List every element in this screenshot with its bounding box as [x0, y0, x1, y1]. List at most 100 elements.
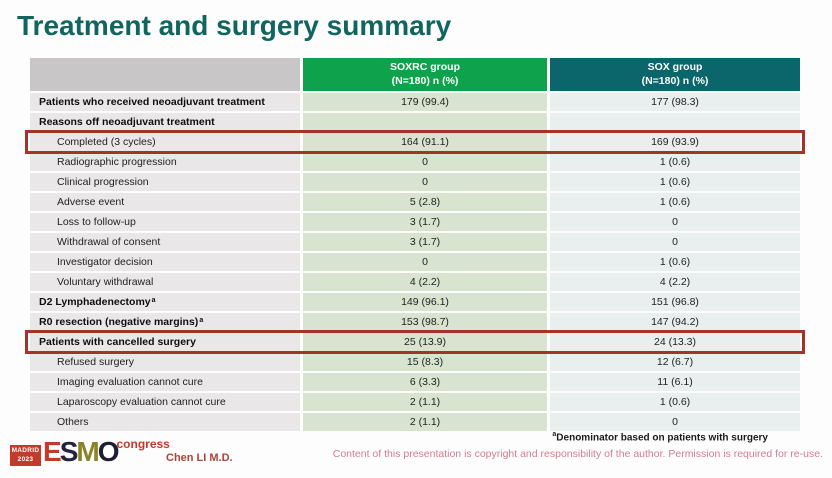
soxrc-value-cell: 2 (1.1): [303, 393, 547, 411]
sox-value-cell: 169 (93.9): [550, 133, 800, 151]
table-row: Others 2 (1.1) 0: [30, 413, 800, 431]
author-name: Chen LI M.D.: [166, 452, 233, 464]
madrid-2023-badge: MADRID 2023: [10, 445, 41, 466]
sox-value-cell: 1 (0.6): [550, 253, 800, 271]
logo-year: 2023: [17, 455, 34, 463]
summary-table: SOXRC group (N=180) n (%) SOX group (N=1…: [25, 58, 805, 431]
sox-value-cell: 24 (13.3): [550, 333, 800, 351]
soxrc-value-cell: 149 (96.1): [303, 293, 547, 311]
row-label-text: Completed (3 cycles): [57, 135, 156, 148]
soxrc-value-cell: 5 (2.8): [303, 193, 547, 211]
table-row: Imaging evaluation cannot cure 6 (3.3) 11 …: [30, 373, 800, 391]
row-label: R0 resection (negative margins) a: [30, 313, 300, 331]
table-row: Investigator decision 0 1 (0.6): [30, 253, 800, 271]
row-label-text: R0 resection (negative margins): [39, 315, 199, 328]
sox-value-cell: 177 (98.3): [550, 93, 800, 111]
footnote-marker: a: [552, 431, 557, 438]
row-label: Withdrawal of consent: [30, 233, 300, 251]
sox-value-cell: 1 (0.6): [550, 153, 800, 171]
row-label-text: Adverse event: [57, 195, 125, 208]
row-label-text: Others: [57, 415, 89, 428]
soxrc-value-cell: 6 (3.3): [303, 373, 547, 391]
sox-value-cell: 1 (0.6): [550, 173, 800, 191]
row-label: Investigator decision: [30, 253, 300, 271]
row-label: Refused surgery: [30, 353, 300, 371]
table-row: Patients who received neoadjuvant treatm…: [30, 93, 800, 111]
row-label-text: Refused surgery: [57, 355, 135, 368]
table-body: Patients who received neoadjuvant treatm…: [25, 93, 805, 431]
sox-value-cell: 4 (2.2): [550, 273, 800, 291]
row-label: Patients who received neoadjuvant treatm…: [30, 93, 300, 111]
esmo-letter-o: O: [97, 436, 120, 467]
row-label: Voluntary withdrawal: [30, 273, 300, 291]
footnote-text: Denominator based on patients with surge…: [556, 432, 768, 444]
soxrc-group-name: SOXRC group: [390, 60, 460, 73]
table-row: Refused surgery 15 (8.3) 12 (6.7): [30, 353, 800, 371]
table-row: Adverse event 5 (2.8) 1 (0.6): [30, 193, 800, 211]
row-label-text: Voluntary withdrawal: [57, 275, 154, 288]
esmo-wordmark: E S M O: [43, 436, 120, 467]
soxrc-value-cell: 4 (2.2): [303, 273, 547, 291]
sox-value-cell: 1 (0.6): [550, 393, 800, 411]
esmo-congress-logo: MADRID 2023 E S M O congress: [10, 436, 170, 474]
slide-title: Treatment and surgery summary: [17, 10, 452, 41]
soxrc-value-cell: 15 (8.3): [303, 353, 547, 371]
row-label: Others: [30, 413, 300, 431]
row-label: Completed (3 cycles): [30, 133, 300, 151]
soxrc-value-cell: 164 (91.1): [303, 133, 547, 151]
sox-value-cell: 0: [550, 213, 800, 231]
row-label-text: Reasons off neoadjuvant treatment: [39, 115, 215, 128]
sox-value-cell: 0: [550, 233, 800, 251]
table-row: Laparoscopy evaluation cannot cure 2 (1.1…: [30, 393, 800, 411]
row-label-text: Imaging evaluation cannot cure: [57, 375, 203, 388]
sox-group-name: SOX group: [647, 60, 703, 73]
row-label: Radiographic progression: [30, 153, 300, 171]
sox-group-sub: (N=180) n (%): [641, 74, 709, 87]
soxrc-value-cell: 3 (1.7): [303, 213, 547, 231]
sox-value-cell: 147 (94.2): [550, 313, 800, 331]
row-label: Reasons off neoadjuvant treatment: [30, 113, 300, 131]
sox-value-cell: 12 (6.7): [550, 353, 800, 371]
table-row: Reasons off neoadjuvant treatment: [30, 113, 800, 131]
sox-value-cell: 1 (0.6): [550, 193, 800, 211]
row-label-text: Patients who received neoadjuvant treatm…: [39, 95, 265, 108]
row-label-text: Radiographic progression: [57, 155, 177, 168]
sox-value-cell: 151 (96.8): [550, 293, 800, 311]
footnote: aDenominator based on patients with surg…: [552, 431, 768, 443]
row-label-text: Loss to follow-up: [57, 215, 136, 228]
soxrc-value-cell: 25 (13.9): [303, 333, 547, 351]
table-row: D2 Lymphadenectomy a 149 (96.1) 151 (96.8): [30, 293, 800, 311]
table-row: Loss to follow-up 3 (1.7) 0: [30, 213, 800, 231]
table-row: R0 resection (negative margins) a 153 (98.…: [30, 313, 800, 331]
row-label-text: Clinical progression: [57, 175, 149, 188]
sox-value-cell: [550, 113, 800, 131]
table-row: Voluntary withdrawal 4 (2.2) 4 (2.2): [30, 273, 800, 291]
soxrc-value-cell: 0: [303, 153, 547, 171]
row-label: Patients with cancelled surgery: [30, 333, 300, 351]
soxrc-value-cell: 0: [303, 173, 547, 191]
logo-location: MADRID: [11, 447, 40, 455]
soxrc-value-cell: 2 (1.1): [303, 413, 547, 431]
row-label: Loss to follow-up: [30, 213, 300, 231]
soxrc-value-cell: [303, 113, 547, 131]
soxrc-group-sub: (N=180) n (%): [391, 74, 459, 87]
row-label: D2 Lymphadenectomy a: [30, 293, 300, 311]
header-cell-soxrc: SOXRC group (N=180) n (%): [303, 58, 547, 91]
row-label-superscript: a: [151, 296, 156, 304]
row-label: Laparoscopy evaluation cannot cure: [30, 393, 300, 411]
row-label-text: D2 Lymphadenectomy: [39, 295, 151, 308]
table-row-highlighted: Patients with cancelled surgery 25 (13.9)…: [25, 330, 805, 354]
row-label-text: Investigator decision: [57, 255, 153, 268]
table-row: Radiographic progression 0 1 (0.6): [30, 153, 800, 171]
table-row-highlighted: Completed (3 cycles) 164 (91.1) 169 (93.9): [25, 130, 805, 154]
soxrc-value-cell: 179 (99.4): [303, 93, 547, 111]
row-label-text: Laparoscopy evaluation cannot cure: [57, 395, 226, 408]
esmo-letter-e: E: [43, 436, 62, 467]
row-label: Imaging evaluation cannot cure: [30, 373, 300, 391]
soxrc-value-cell: 0: [303, 253, 547, 271]
row-label: Adverse event: [30, 193, 300, 211]
row-label-text: Patients with cancelled surgery: [39, 335, 196, 348]
table-row: Clinical progression 0 1 (0.6): [30, 173, 800, 191]
table-header-row: SOXRC group (N=180) n (%) SOX group (N=1…: [30, 58, 800, 91]
